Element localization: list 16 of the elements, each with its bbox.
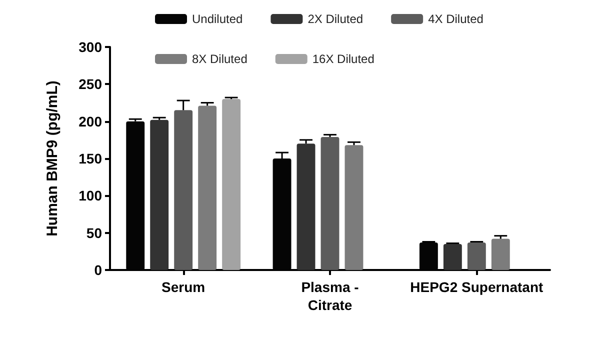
x-tick-label: Serum [162, 279, 206, 295]
y-tick-label: 0 [94, 262, 102, 278]
y-tick-label: 250 [78, 76, 102, 92]
y-tick-label: 150 [78, 150, 102, 166]
y-tick-label: 200 [78, 113, 102, 130]
y-tick-label: 50 [86, 224, 102, 241]
x-tick-label: Plasma - Citrate [301, 279, 360, 313]
legend-label: 8X Diluted [192, 52, 248, 66]
legend-label: 2X Diluted [308, 12, 364, 26]
x-tick-label: HEPG2 Supernatant [410, 279, 544, 295]
y-tick-label: 100 [78, 188, 102, 204]
legend-label: Undiluted [192, 12, 243, 26]
y-axis-title: Human BMP9 (pg/mL) [44, 80, 61, 236]
y-tick-label: 300 [78, 39, 102, 55]
legend-label: 4X Diluted [428, 12, 484, 26]
legend-label: 16X Diluted [312, 52, 374, 66]
